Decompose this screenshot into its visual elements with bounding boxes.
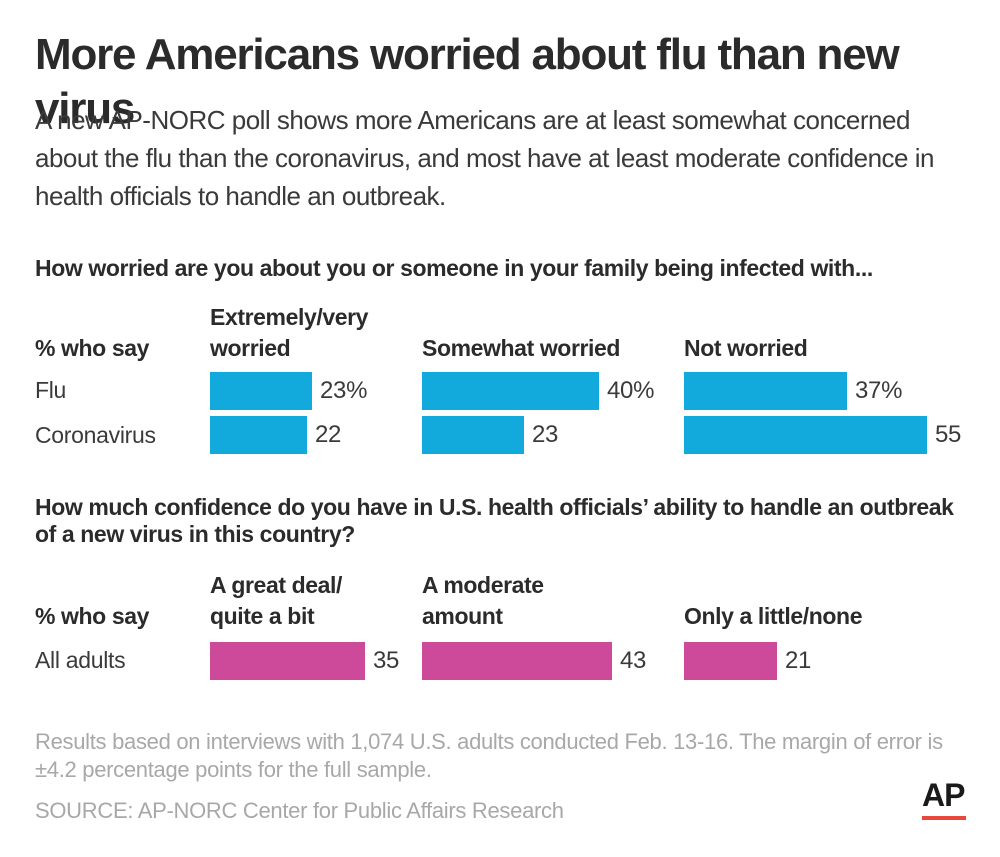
confidence-col-head-3: Only a little/none [684, 603, 863, 629]
worry-row-label-flu: Flu [35, 377, 67, 403]
worry-value-label-s1-r0: 40% [607, 377, 655, 404]
worry-bar-s1-r1 [422, 416, 524, 454]
confidence-col-head-1: A great deal/ quite a bit [210, 572, 342, 629]
footnote: Results based on interviews with 1,074 U… [35, 729, 943, 782]
worry-value-label-s0-r1: 22 [315, 421, 342, 448]
worry-bar-s1-r0 [422, 372, 599, 410]
worry-col-head-3: Not worried [684, 335, 808, 361]
confidence-row-label-all-adults: All adults [35, 647, 126, 673]
confidence-bar-s0-r0 [210, 642, 365, 680]
confidence-bar-s1-r0 [422, 642, 612, 680]
worry-col-head-1: Extremely/very worried [210, 304, 369, 361]
worry-row-label-coronavirus: Coronavirus [35, 422, 156, 448]
confidence-value-label-s1-r0: 43 [620, 647, 647, 674]
confidence-col-head-2: A moderate amount [422, 572, 544, 629]
confidence-question: How much confidence do you have in U.S. … [35, 494, 954, 547]
ap-logo-icon: AP [922, 778, 968, 820]
worry-value-label-s0-r0: 23% [320, 377, 368, 404]
confidence-row-header: % who say [35, 603, 149, 629]
worry-question: How worried are you about you or someone… [35, 255, 873, 281]
worry-value-label-s1-r1: 23 [532, 421, 559, 448]
worry-bar-s2-r0 [684, 372, 847, 410]
ap-logo-text: AP [922, 777, 965, 813]
source-line: SOURCE: AP-NORC Center for Public Affair… [35, 798, 564, 823]
confidence-value-label-s0-r0: 35 [373, 647, 400, 674]
worry-row-header: % who say [35, 335, 149, 361]
worry-value-label-s2-r0: 37% [855, 377, 903, 404]
worry-bar-s0-r0 [210, 372, 312, 410]
subtitle: A new AP-NORC poll shows more Americans … [35, 105, 934, 211]
confidence-value-label-s2-r0: 21 [785, 647, 812, 674]
confidence-bar-s2-r0 [684, 642, 777, 680]
page-title: More Americans worried about flu than ne… [35, 30, 900, 133]
worry-bar-s0-r1 [210, 416, 307, 454]
worry-bar-s2-r1 [684, 416, 927, 454]
worry-col-head-2: Somewhat worried [422, 335, 621, 361]
worry-value-label-s2-r1: 55 [935, 421, 962, 448]
ap-logo-rule [922, 816, 966, 820]
